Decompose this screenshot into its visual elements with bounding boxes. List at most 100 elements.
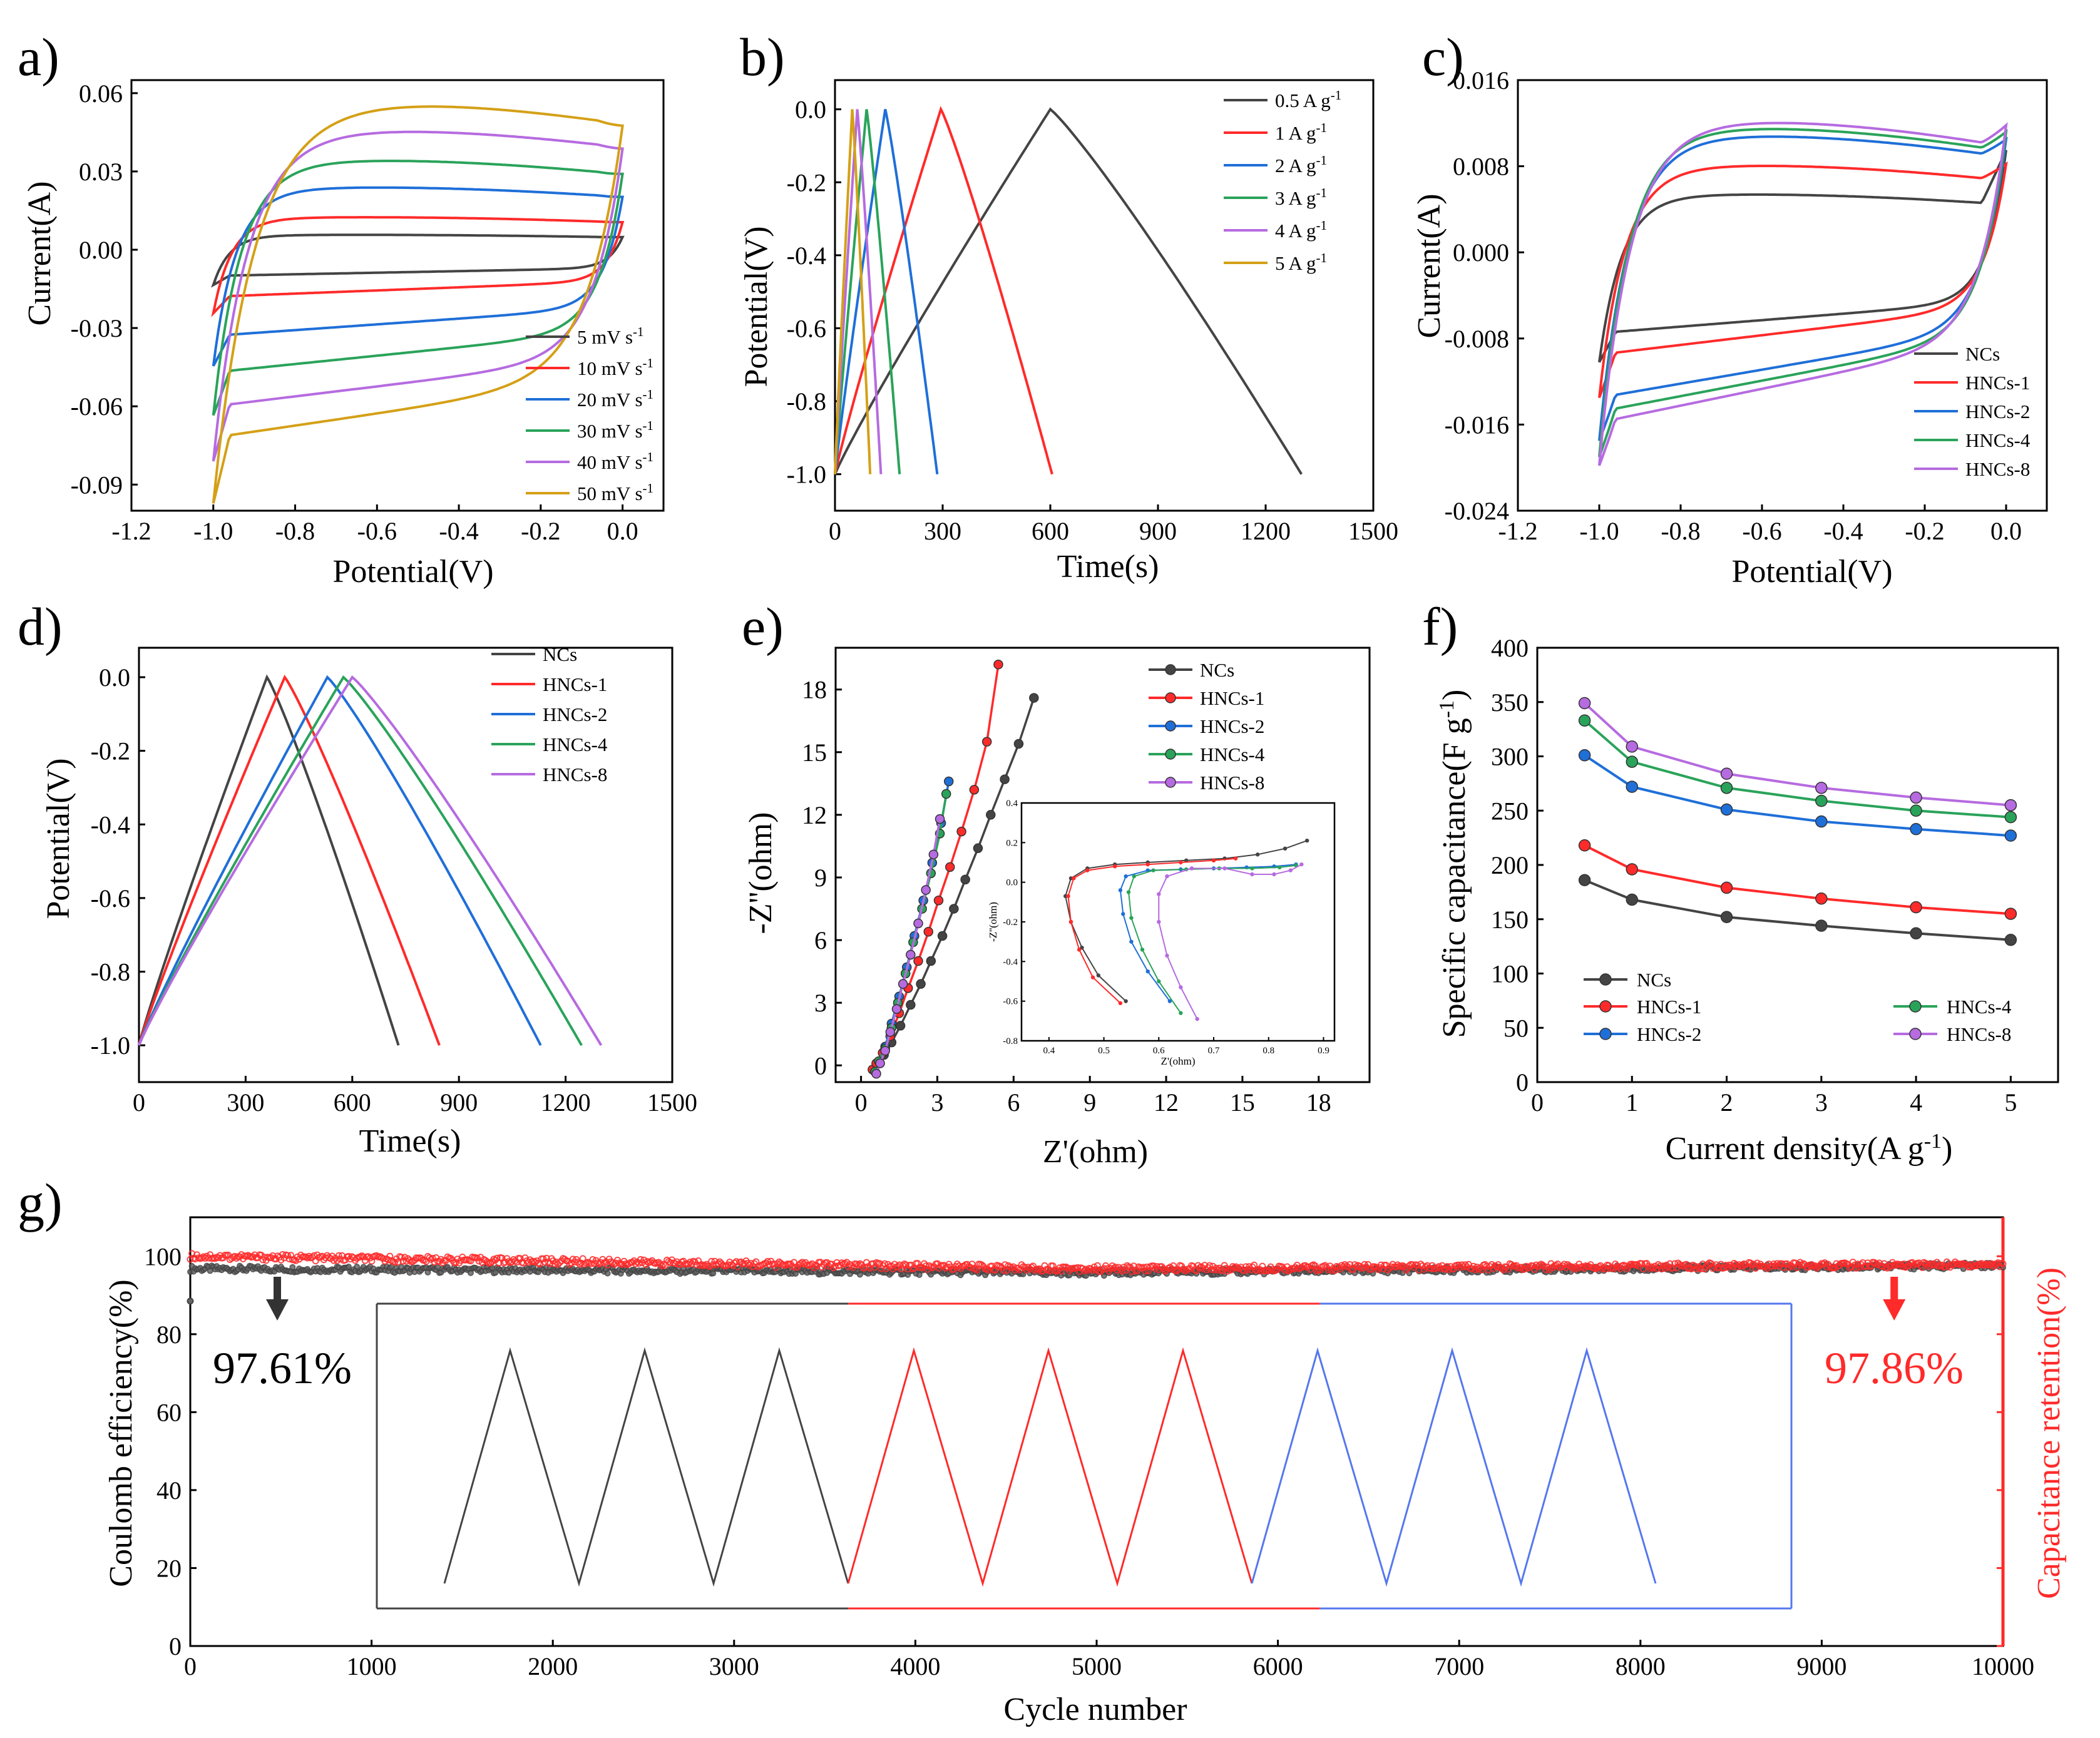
- legend-marker: [1165, 777, 1176, 788]
- x-tick-label: 1200: [541, 1088, 591, 1117]
- x-tick-label: 9000: [1796, 1652, 1846, 1680]
- capacitance-point: [1578, 839, 1591, 852]
- inset-point: [1272, 872, 1276, 877]
- cycle-point: [916, 1271, 923, 1278]
- legend-label: HNCs-4: [1965, 429, 2031, 451]
- panel-a-xlabel: Potential(V): [332, 554, 493, 590]
- inset-point: [1165, 874, 1169, 879]
- gcd-curve: [834, 107, 1303, 475]
- cycle-point: [483, 1258, 491, 1265]
- cycle-point: [1831, 1264, 1838, 1272]
- inset-point: [1157, 979, 1161, 984]
- cycle-point: [632, 1260, 639, 1267]
- x-tick-label: 600: [334, 1088, 371, 1117]
- nyquist-point: [921, 885, 931, 895]
- nyquist-point: [949, 904, 959, 914]
- inset-point: [1124, 999, 1128, 1003]
- cycle-point: [1450, 1265, 1458, 1273]
- cycle-point: [1360, 1264, 1367, 1272]
- x-tick-label: -0.8: [1661, 517, 1700, 545]
- gcd-curve: [138, 674, 441, 1046]
- cycle-point: [1041, 1262, 1048, 1269]
- cycle-point: [368, 1257, 376, 1265]
- y-tick-label: 150: [1491, 906, 1529, 934]
- inset-point: [1151, 868, 1155, 872]
- cycle-point: [1747, 1259, 1754, 1267]
- cycle-point: [1821, 1259, 1828, 1267]
- x-tick-label: 1000: [347, 1652, 397, 1680]
- capacitance-point: [1720, 803, 1733, 816]
- legend-label-text: 10 mV s: [577, 357, 643, 379]
- nyquist-point: [1013, 739, 1024, 749]
- y-tick-label: 0: [814, 1051, 827, 1080]
- legend-label-text: HNCs-4: [1965, 429, 2031, 451]
- cycle-point: [426, 1254, 433, 1262]
- cycle-point: [1145, 1267, 1152, 1275]
- x-tick-label: 10000: [1972, 1652, 2034, 1680]
- y-tick-label: -0.8: [91, 958, 130, 986]
- legend-label: HNCs-2: [1637, 1023, 1701, 1045]
- cycle-point: [635, 1260, 643, 1267]
- cycle-point: [231, 1252, 238, 1260]
- cycle-point: [1088, 1267, 1096, 1274]
- y-tick-label: 60: [156, 1398, 182, 1426]
- y-tick-label: 250: [1491, 797, 1529, 825]
- nyquist-point: [937, 931, 948, 941]
- annotation-value: 97.61%: [213, 1343, 352, 1393]
- legend-label: 40 mV s-1: [577, 449, 653, 473]
- panel-d-label: d): [18, 596, 63, 657]
- capacitance-point: [1910, 927, 1922, 940]
- panel-g-label: g): [18, 1172, 63, 1232]
- x-tick-label: -0.6: [357, 517, 397, 545]
- x-tick-label: 3: [931, 1088, 943, 1117]
- x-tick-label: 1200: [1241, 517, 1291, 545]
- y-tick-label: 0.008: [1453, 153, 1509, 181]
- cycle-point: [1306, 1265, 1314, 1273]
- legend-label: HNCs-8: [1965, 458, 2030, 480]
- inset-point: [1072, 876, 1076, 881]
- plot-frame: [834, 647, 1371, 1083]
- legend-label-text: 20 mV s: [577, 389, 643, 411]
- cycle-point: [1983, 1260, 1990, 1267]
- inset-line: [1065, 840, 1308, 1002]
- x-tick-label: -1.0: [193, 517, 233, 545]
- legend-label-sup: -1: [643, 355, 654, 371]
- x-tick-label: 2: [1721, 1088, 1733, 1117]
- cycle-point: [744, 1260, 752, 1267]
- legend-label: 3 A g-1: [1275, 185, 1327, 209]
- panel-e-xlabel: Z'(ohm): [1043, 1134, 1148, 1170]
- panel-f-plot-area: 0 1 2 3 4 5050100150200250300350400NCsHNCs-1H…: [1491, 634, 2059, 1117]
- cycle-point: [799, 1259, 806, 1266]
- legend-label: HNCs-2: [543, 703, 607, 725]
- cycle-point: [1206, 1262, 1214, 1269]
- legend-label-text: 30 mV s: [577, 420, 643, 442]
- capacitance-point: [1626, 755, 1639, 768]
- legend-label-text: HNCs-8: [543, 764, 607, 785]
- panel-a: a) -1.2 -1.0 -0.8 -0.6 -0.4 -0.2 0.0 -0.09 -0.06…: [18, 27, 665, 590]
- nyquist-point: [981, 737, 992, 747]
- cv-curve: [212, 160, 624, 416]
- legend-label: HNCs-8: [1947, 1023, 2011, 1045]
- panel-d-plot-area: 0 300 600 900 1200 1500 -1.0 -0.8 -0.6 -0.4 -0.2 0.…: [91, 643, 697, 1117]
- panel-b-xlabel: Time(s): [1057, 549, 1159, 585]
- cycle-point: [1943, 1258, 1950, 1265]
- nyquist-point: [956, 826, 966, 837]
- legend-label: 2 A g-1: [1275, 153, 1327, 176]
- cycle-point: [1265, 1267, 1273, 1274]
- panel-f-xlabel: Current density(A g-1): [1666, 1130, 1953, 1167]
- panel-f-ylabel-sup: -1: [1435, 700, 1458, 718]
- y-tick-label: 0.016: [1453, 66, 1509, 95]
- inset-y-tick-label: 0.2: [1006, 838, 1018, 848]
- inset-point: [1283, 846, 1288, 851]
- legend-marker: [1909, 1000, 1922, 1013]
- inset-ylabel: -Z''(ohm): [987, 902, 999, 942]
- legend-label: 1 A g-1: [1275, 120, 1327, 144]
- panel-e-ylabel: -Z''(ohm): [743, 812, 779, 934]
- legend-label: HNCs-4: [1947, 996, 2012, 1018]
- panel-f-xlabel-end: ): [1942, 1131, 1952, 1167]
- cycle-point: [574, 1259, 581, 1266]
- cycle-point: [212, 1255, 219, 1262]
- inset-point: [1211, 858, 1216, 863]
- inset-point: [1157, 892, 1161, 896]
